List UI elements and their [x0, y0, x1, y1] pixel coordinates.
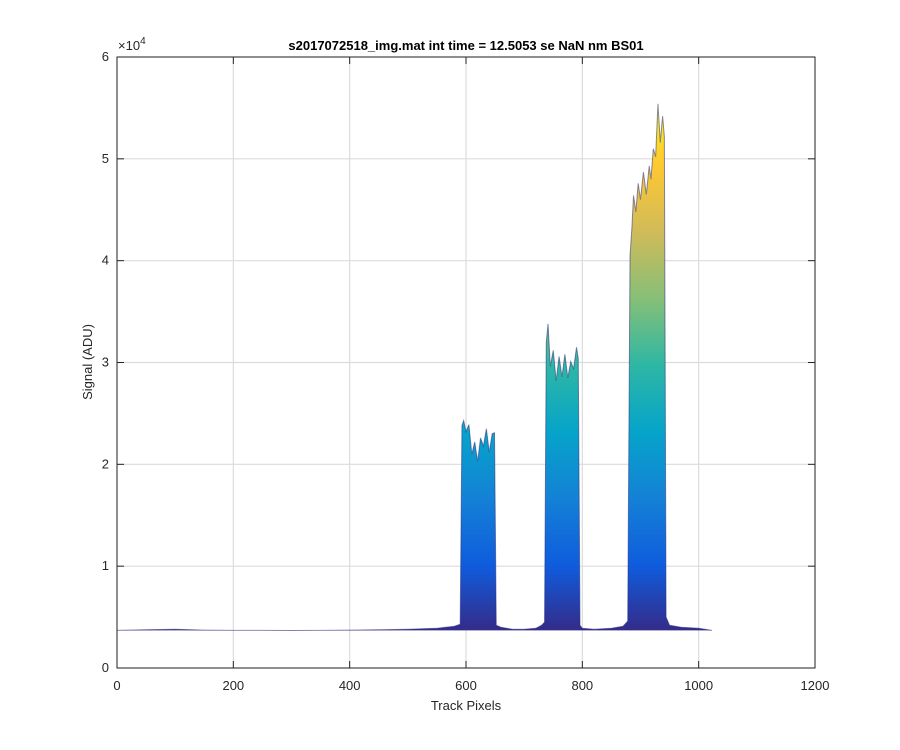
y-tick-label: 0	[102, 660, 109, 675]
y-tick-label: 3	[102, 355, 109, 370]
x-tick-label: 600	[455, 678, 477, 693]
series-area	[117, 103, 713, 631]
x-ticks: 0 200 400 600 800 1000 1200	[113, 57, 829, 693]
y-exponent-power: 4	[140, 36, 146, 47]
x-tick-label: 800	[571, 678, 593, 693]
y-exponent-label: ×104	[118, 36, 146, 53]
y-tick-label: 4	[102, 253, 109, 268]
x-tick-label: 0	[113, 678, 120, 693]
x-tick-label: 1000	[684, 678, 713, 693]
x-tick-label: 200	[222, 678, 244, 693]
y-ticks: 0 1 2 3 4 5 6	[102, 49, 815, 675]
series-line	[116, 103, 713, 632]
series-layer	[116, 103, 713, 632]
y-tick-label: 1	[102, 558, 109, 573]
x-axis-label: Track Pixels	[431, 698, 502, 713]
y-tick-label: 5	[102, 151, 109, 166]
x-tick-label: 1200	[801, 678, 830, 693]
y-axis-label: Signal (ADU)	[80, 324, 95, 400]
y-tick-label: 6	[102, 49, 109, 64]
chart-title: s2017072518_img.mat int time = 12.5053 s…	[288, 38, 643, 53]
y-exponent-base: ×10	[118, 38, 140, 53]
y-tick-label: 2	[102, 456, 109, 471]
x-tick-label: 400	[339, 678, 361, 693]
